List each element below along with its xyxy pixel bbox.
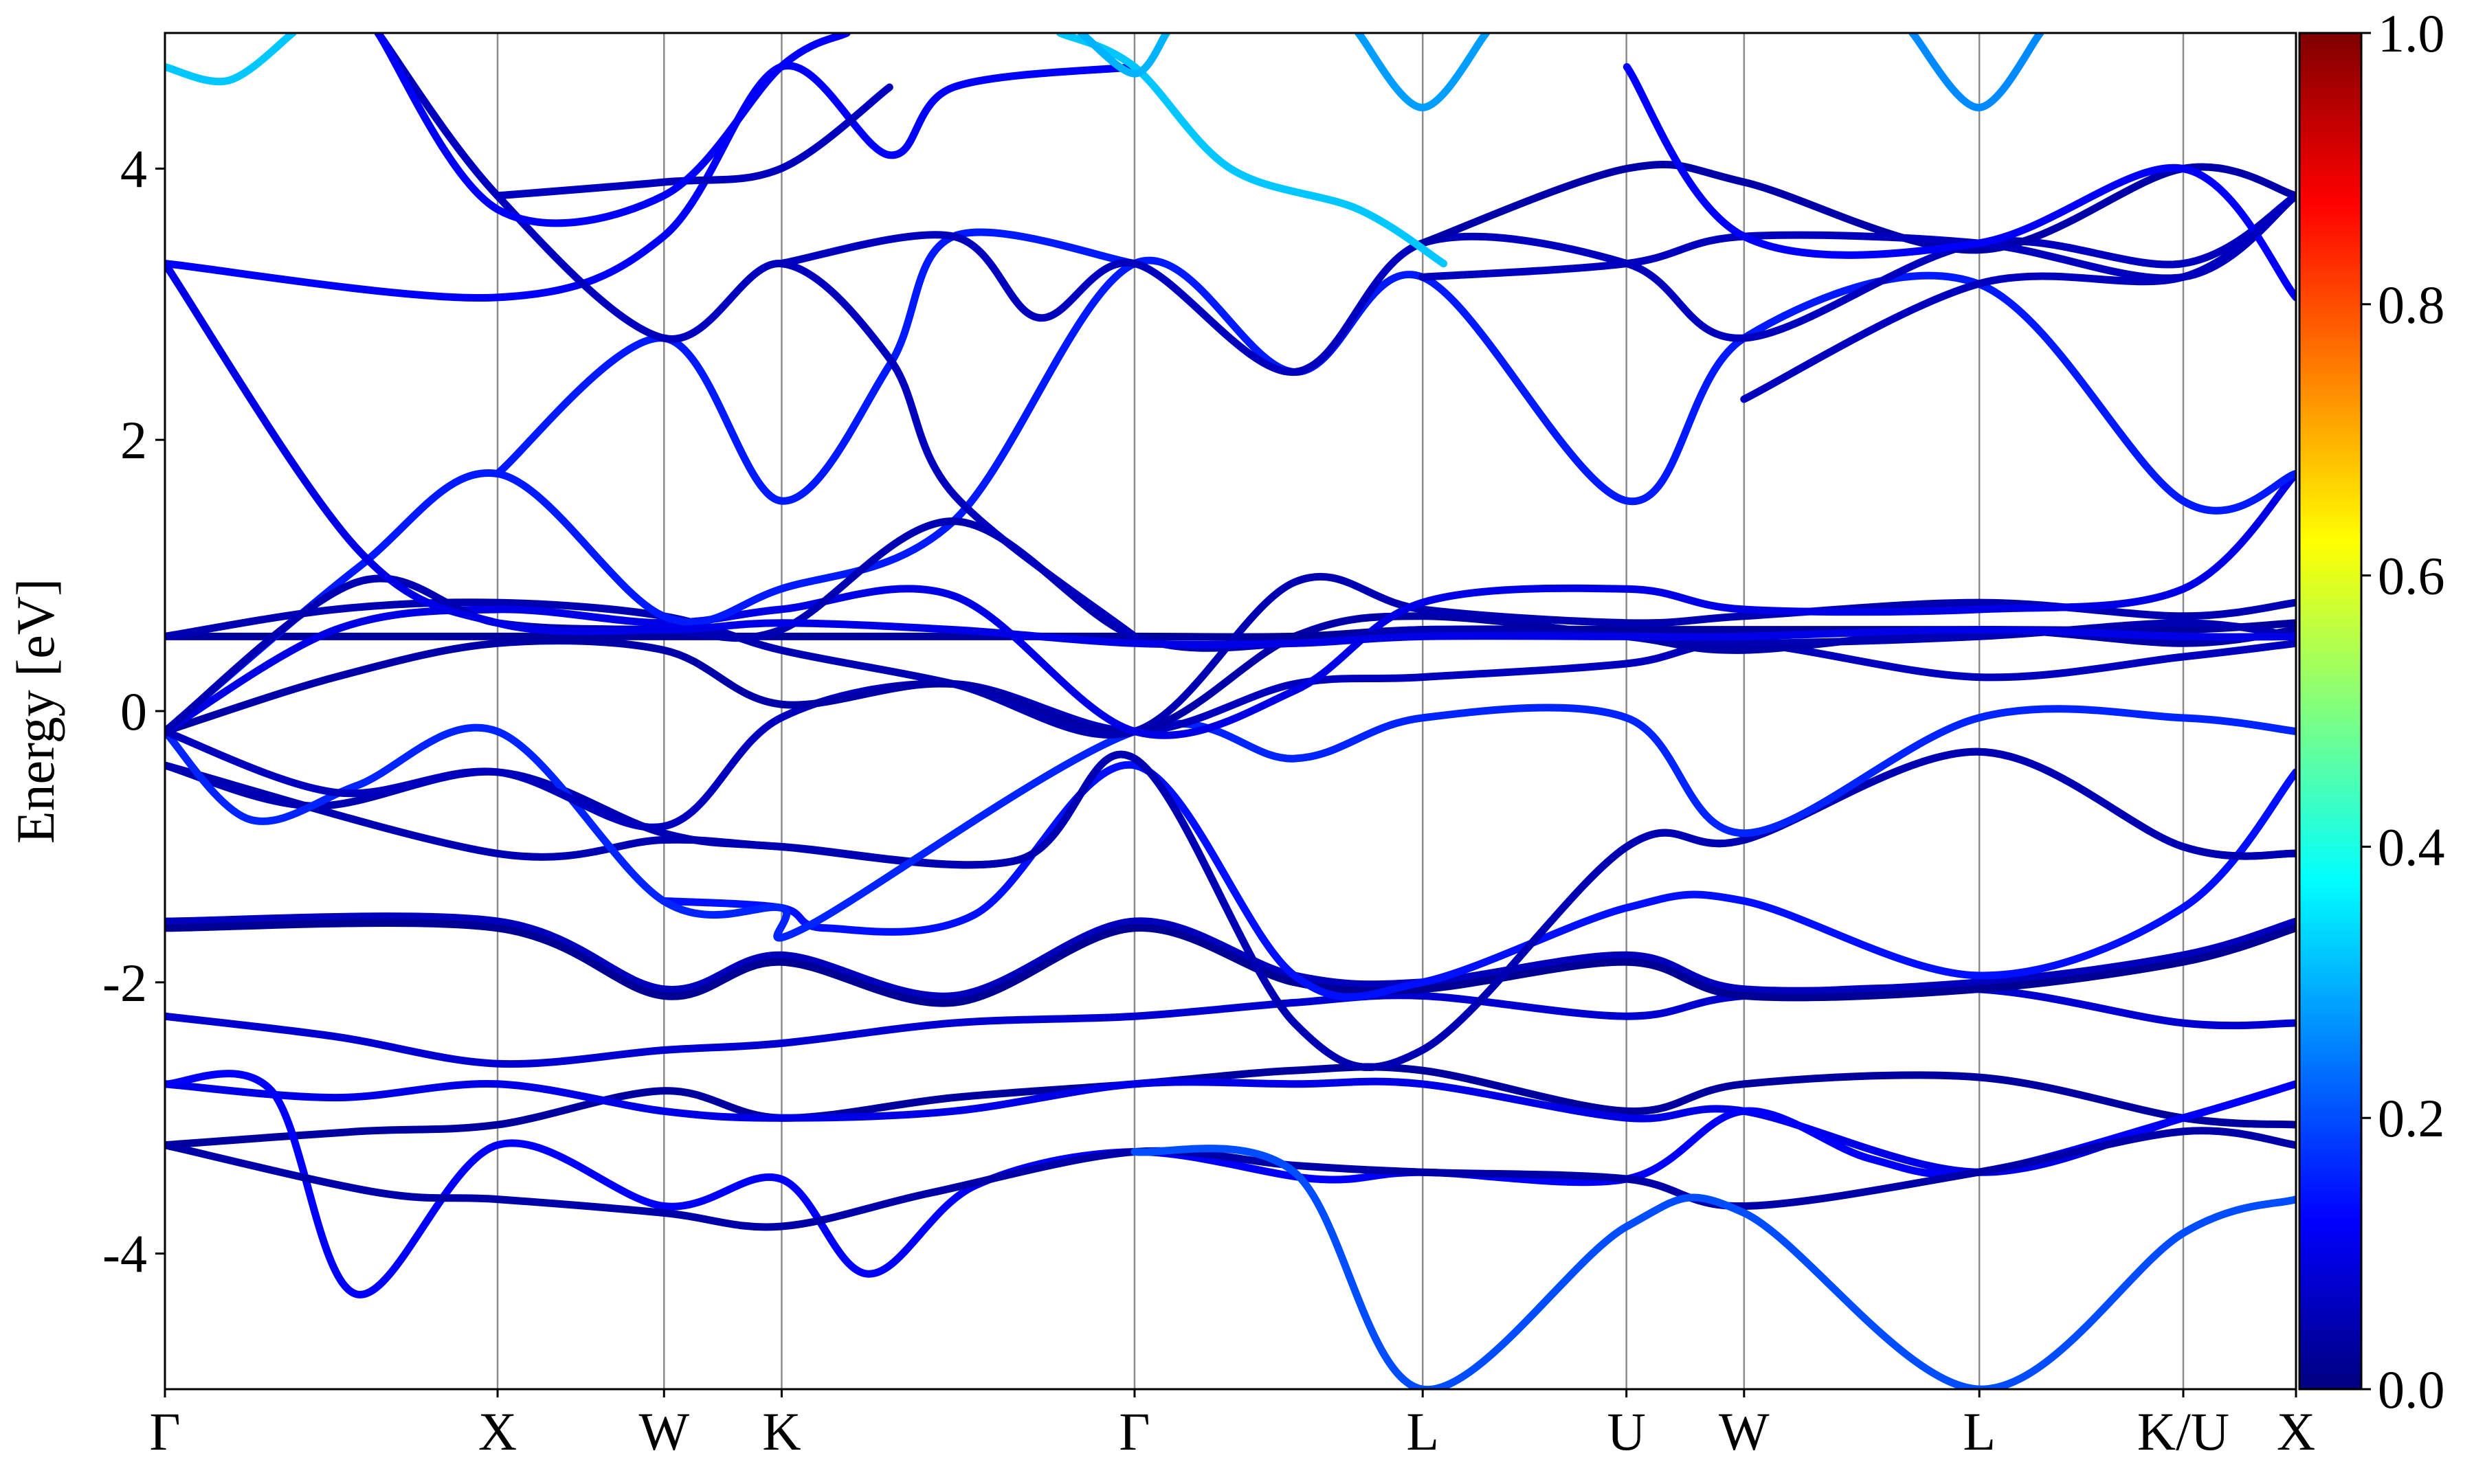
band-line — [165, 919, 2296, 1007]
band-line — [660, 761, 2296, 1001]
band-line — [165, 639, 2296, 831]
colorbar-tick-label: 0.2 — [2378, 1088, 2445, 1148]
plot-frame — [164, 32, 2297, 1391]
x-tick-label: X — [478, 1402, 517, 1461]
x-tick-label: K/U — [2137, 1402, 2229, 1461]
band-line — [493, 228, 1139, 505]
band-line — [165, 470, 2296, 739]
band-line — [165, 1070, 2296, 1298]
band-line — [1355, 33, 1491, 112]
x-tick-label: W — [1719, 1402, 1770, 1461]
colorbar-tick-label: 0.4 — [2378, 817, 2445, 877]
band-line — [1130, 1145, 2296, 1389]
band-lines — [165, 33, 2296, 1389]
band-line — [1077, 33, 1170, 78]
x-tick-label: W — [638, 1402, 689, 1461]
x-tick-label: K — [762, 1402, 801, 1461]
band-line — [165, 572, 2296, 739]
colorbar-tick-label: 1.0 — [2378, 3, 2445, 63]
y-tick-label: -4 — [102, 1224, 147, 1284]
k-path-divider-lines — [496, 33, 2185, 1389]
band-line — [165, 984, 2296, 1068]
band-line — [165, 1077, 2296, 1176]
y-tick-label: -2 — [102, 953, 147, 1013]
x-tick-label: U — [1607, 1402, 1645, 1461]
band-line — [493, 83, 893, 200]
x-tick-label: Γ — [1119, 1402, 1150, 1461]
y-axis-label: Energy [eV] — [5, 578, 65, 844]
band-line — [165, 912, 2296, 1000]
colorbar-tick-label: 0.0 — [2378, 1360, 2445, 1419]
y-tick-label: 0 — [120, 682, 147, 741]
band-line — [1623, 63, 2296, 302]
band-line — [165, 256, 2296, 736]
colorbar-tick-label: 0.6 — [2378, 546, 2445, 606]
colorbar — [2298, 32, 2363, 1391]
y-tick-label: 2 — [120, 410, 147, 470]
colorbar-tick-label: 0.8 — [2378, 275, 2445, 335]
band-line — [1908, 33, 2044, 112]
x-tick-label: Γ — [149, 1402, 180, 1461]
band-line — [374, 33, 1139, 640]
x-tick-label: L — [1406, 1402, 1439, 1461]
band-line — [165, 260, 2296, 649]
band-line — [1056, 33, 1448, 268]
band-line — [165, 1127, 2296, 1231]
x-tick-label: L — [1963, 1402, 1996, 1461]
band-line — [165, 33, 297, 86]
band-line — [1740, 192, 2296, 403]
band-line — [165, 1063, 2296, 1149]
y-axis-ticks: 4 2 0 -2 -4 — [102, 139, 165, 1284]
band-line — [165, 704, 2296, 942]
y-tick-label: 4 — [120, 139, 147, 199]
band-line — [374, 33, 851, 227]
colorbar-ticks: 0.0 0.2 0.4 0.6 0.8 1.0 — [2361, 3, 2445, 1419]
x-tick-label: X — [2277, 1402, 2315, 1461]
x-axis-ticks: Γ X W K Γ L U W L K/U X — [149, 1389, 2315, 1461]
band-line — [165, 747, 2296, 1071]
